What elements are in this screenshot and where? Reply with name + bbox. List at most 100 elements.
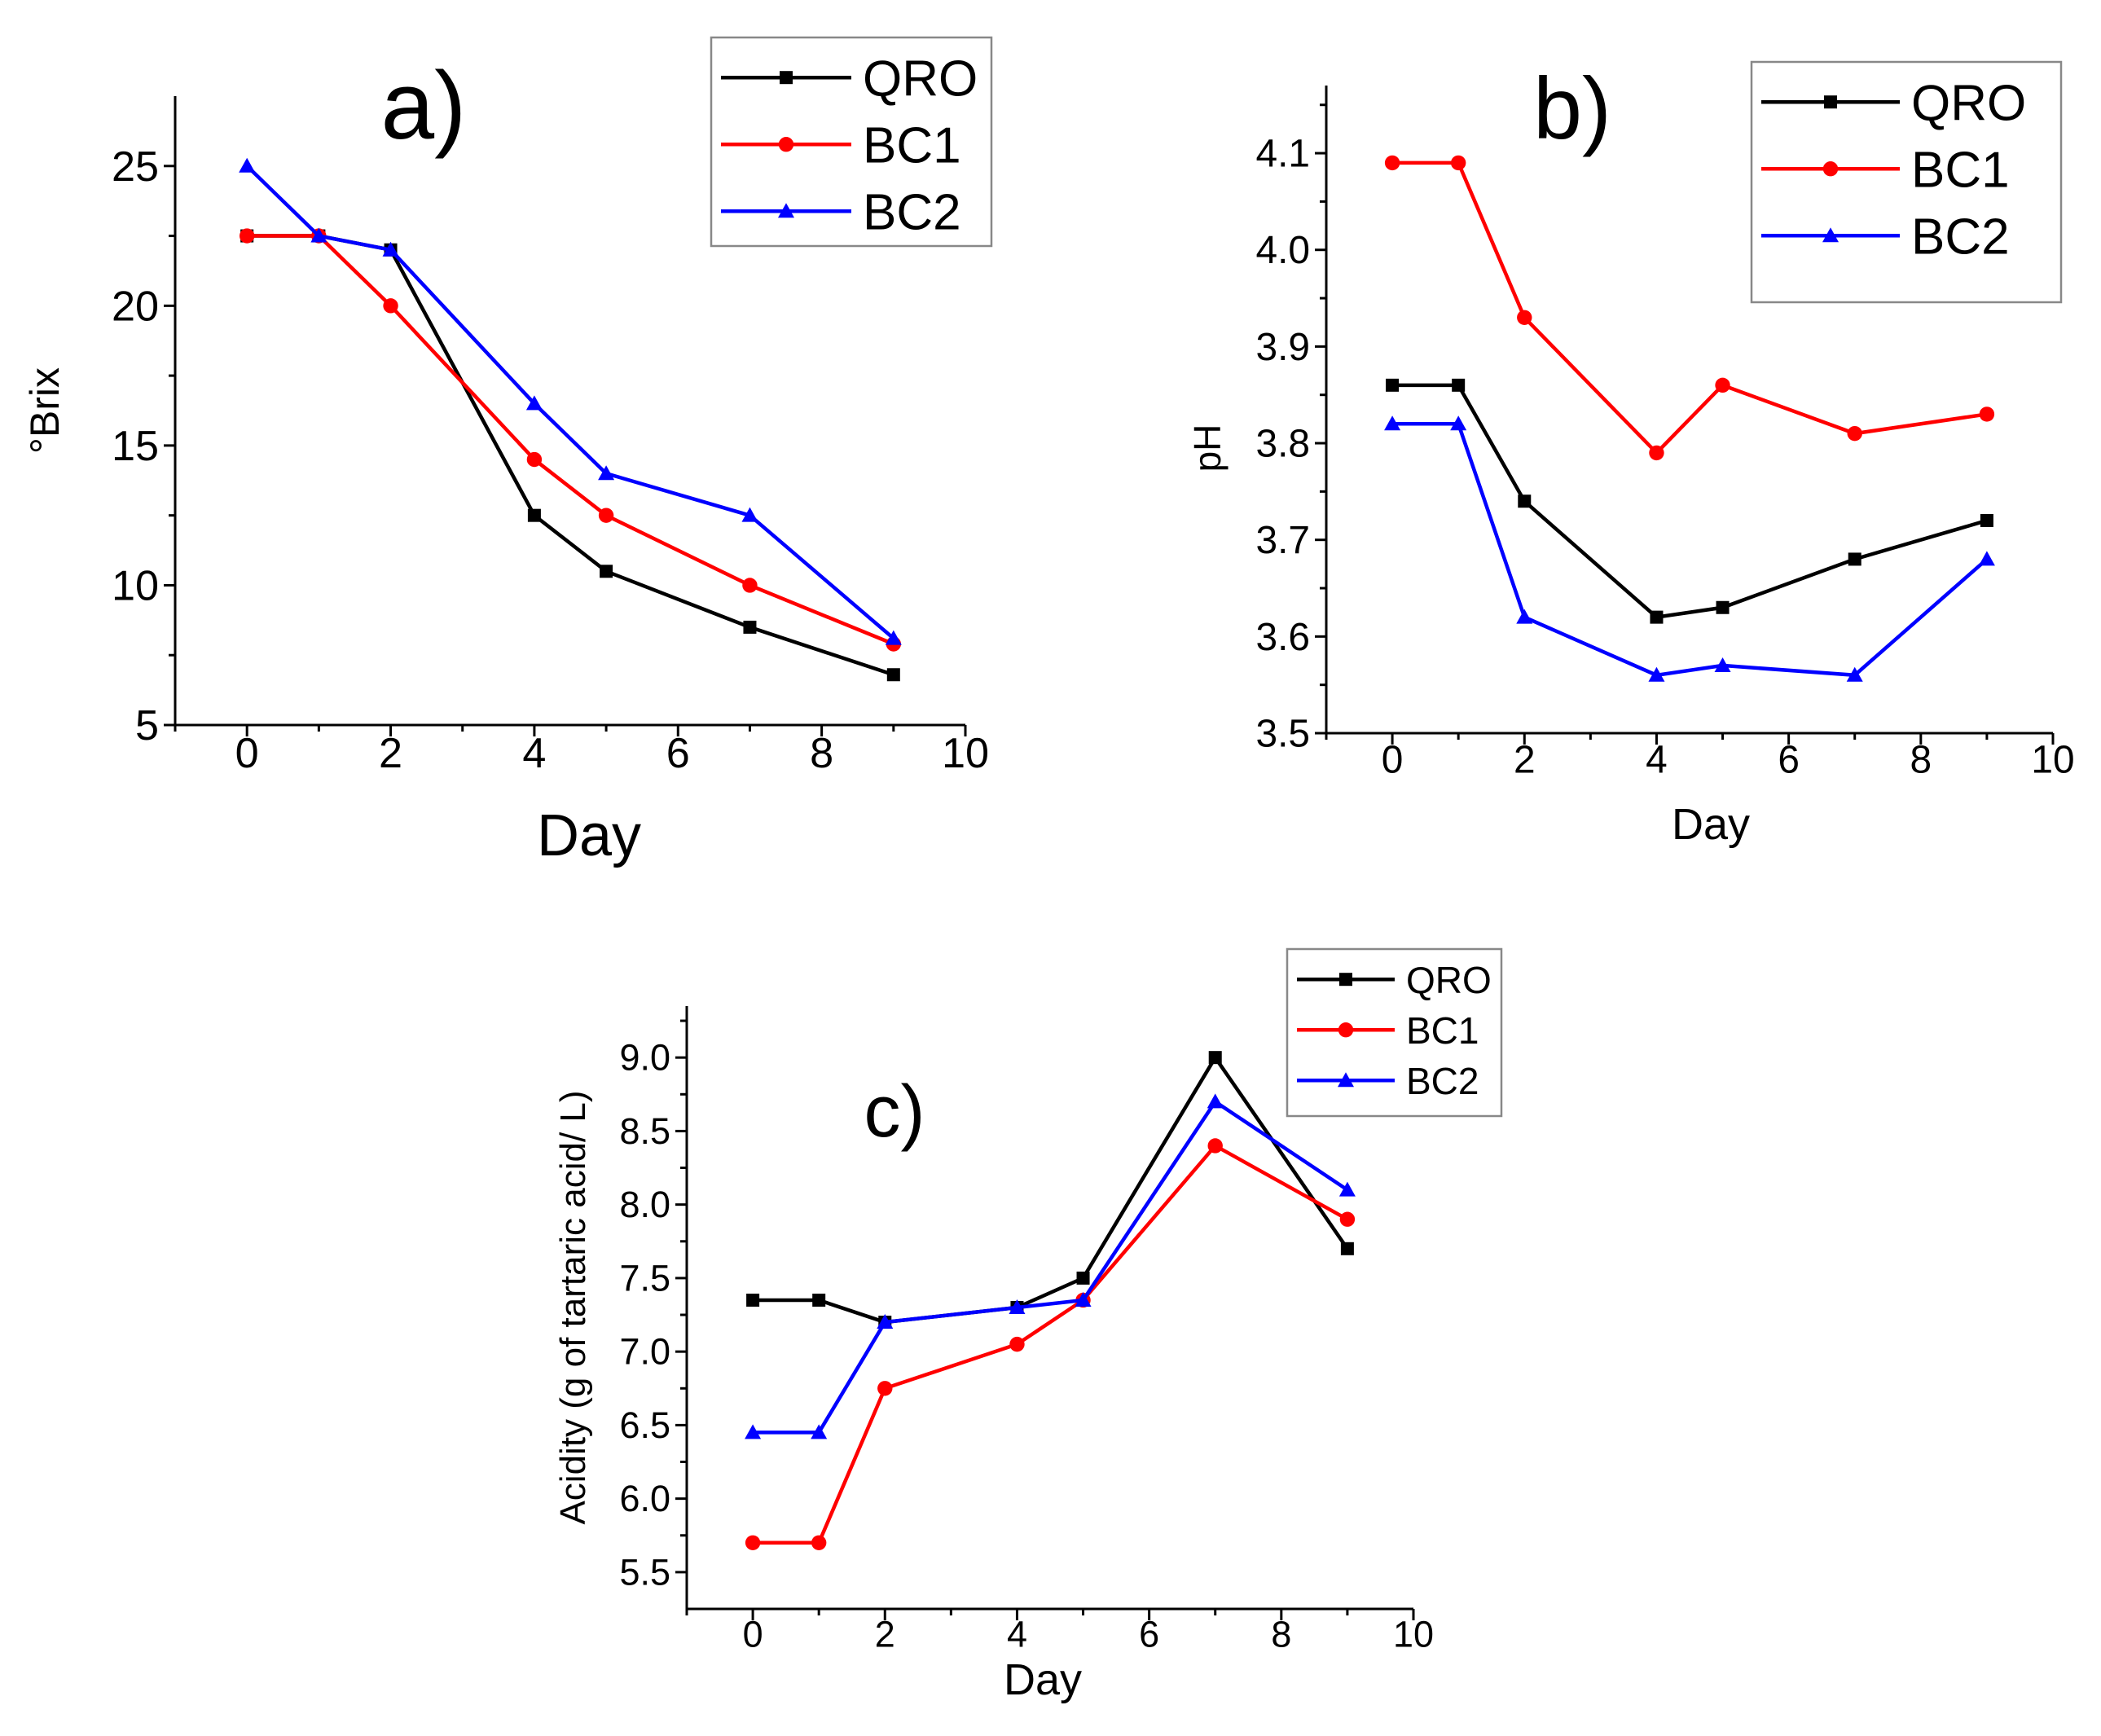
y-tick-label: 6.5 xyxy=(620,1404,670,1446)
data-point-qro xyxy=(886,668,900,682)
data-point-bc1 xyxy=(1715,377,1730,393)
x-tick-label: 6 xyxy=(1139,1614,1159,1655)
y-tick-label: 4.0 xyxy=(1255,229,1310,272)
x-tick-label: 10 xyxy=(942,730,989,777)
data-point-qro xyxy=(1340,1242,1354,1255)
x-tick-label: 8 xyxy=(1910,739,1932,782)
data-point-qro xyxy=(1650,610,1664,624)
legend-label-bc1: BC1 xyxy=(863,118,961,174)
data-point-bc1 xyxy=(526,451,543,468)
legend-marker-qro xyxy=(1339,973,1352,987)
data-point-bc1 xyxy=(1384,155,1400,171)
y-tick-label: 7.0 xyxy=(620,1331,670,1373)
y-tick-label: 3.9 xyxy=(1255,326,1310,369)
y-tick-label: 15 xyxy=(112,423,159,470)
series-line-bc1 xyxy=(753,1143,1349,1545)
x-axis-title: Day xyxy=(537,803,641,868)
data-point-bc2 xyxy=(811,1424,828,1439)
series-line-qro xyxy=(753,1054,1349,1325)
legend-marker-bc1 xyxy=(1822,161,1839,177)
data-point-qro xyxy=(1980,513,1993,527)
y-tick-label: 9.0 xyxy=(620,1037,670,1079)
data-point-bc2 xyxy=(1450,415,1467,431)
x-tick-label: 0 xyxy=(1382,739,1404,782)
data-point-bc2 xyxy=(1714,657,1731,672)
data-point-qro xyxy=(1386,378,1400,392)
data-point-qro xyxy=(743,620,757,634)
y-tick-label: 3.8 xyxy=(1255,423,1310,466)
data-point-bc2 xyxy=(741,507,758,522)
data-point-bc2 xyxy=(382,241,399,257)
data-point-bc1 xyxy=(811,1535,827,1550)
legend-box xyxy=(1286,947,1503,1118)
legend-marker-bc1 xyxy=(1338,1022,1354,1038)
data-point-bc2 xyxy=(885,630,902,645)
x-tick-label: 6 xyxy=(666,730,690,777)
data-point-bc1 xyxy=(745,1535,761,1550)
data-point-qro xyxy=(746,1293,760,1307)
legend-label-bc1: BC1 xyxy=(1406,1009,1479,1052)
data-point-bc1 xyxy=(598,508,614,523)
data-point-bc1 xyxy=(1207,1138,1223,1154)
chart-panel-a-brix: 0 2 4 6 8 10 5 10 15 20 25 a) Day °Brix QRO BC1 BC2 xyxy=(22,36,993,868)
data-point-bc1 xyxy=(1009,1336,1025,1352)
y-tick-label: 3.7 xyxy=(1255,519,1310,562)
x-tick-label: 4 xyxy=(1007,1614,1027,1655)
x-axis-title: Day xyxy=(1004,1655,1082,1704)
data-point-bc2 xyxy=(1978,551,1995,566)
data-point-qro xyxy=(1848,552,1861,566)
data-point-bc2 xyxy=(1009,1299,1026,1314)
legend-label-bc1: BC1 xyxy=(1911,143,2010,199)
x-tick-label: 2 xyxy=(875,1614,895,1655)
data-point-bc2 xyxy=(877,1314,894,1329)
y-tick-label: 20 xyxy=(112,283,159,330)
x-tick-label: 2 xyxy=(379,730,402,777)
x-tick-label: 6 xyxy=(1778,739,1800,782)
legend-label-qro: QRO xyxy=(863,51,978,108)
data-point-bc2 xyxy=(310,227,327,243)
legend-marker-bc2 xyxy=(778,203,794,218)
data-point-bc2 xyxy=(1338,1181,1356,1197)
data-point-bc1 xyxy=(239,228,255,244)
legend-label-bc2: BC2 xyxy=(863,185,961,241)
legend: QRO BC1 BC2 xyxy=(1286,947,1503,1118)
data-point-bc2 xyxy=(239,157,256,173)
data-point-bc1 xyxy=(1649,445,1664,461)
data-point-qro xyxy=(527,508,541,522)
data-point-bc2 xyxy=(1384,415,1401,431)
data-point-bc1 xyxy=(1979,407,1995,422)
x-tick-label: 0 xyxy=(743,1614,763,1655)
x-axis-title: Day xyxy=(1672,800,1750,849)
series-line-qro xyxy=(247,234,894,677)
legend-marker-bc2 xyxy=(1338,1072,1354,1088)
y-tick-label: 5.5 xyxy=(620,1551,670,1593)
y-tick-label: 3.6 xyxy=(1255,616,1310,659)
panel-label: c) xyxy=(864,1071,925,1153)
x-tick-label: 8 xyxy=(1271,1614,1291,1655)
y-tick-label: 8.5 xyxy=(620,1110,670,1152)
data-point-bc2 xyxy=(1207,1093,1224,1109)
legend-marker-bc2 xyxy=(1822,227,1839,243)
x-tick-label: 2 xyxy=(1514,739,1536,782)
panel-label: b) xyxy=(1533,59,1611,157)
legend-marker-qro xyxy=(1824,95,1837,109)
y-tick-label: 3.5 xyxy=(1255,713,1310,756)
data-point-qro xyxy=(600,565,613,578)
data-point-qro xyxy=(1518,494,1532,508)
y-axis-title: °Brix xyxy=(22,367,68,454)
data-point-bc1 xyxy=(742,578,758,593)
legend-label-qro: QRO xyxy=(1406,959,1492,1001)
y-axis-title: Acidity (g of tartaric acid/ L) xyxy=(553,1090,593,1524)
series-line-bc2 xyxy=(753,1099,1349,1435)
legend-label-bc2: BC2 xyxy=(1911,209,2010,266)
y-tick-label: 4.1 xyxy=(1255,133,1310,176)
data-point-qro xyxy=(1076,1271,1090,1285)
legend-marker-qro xyxy=(780,71,793,85)
y-axis-title: pH xyxy=(1186,424,1229,472)
y-tick-label: 8.0 xyxy=(620,1184,670,1225)
data-point-qro xyxy=(1452,378,1466,392)
data-point-bc1 xyxy=(1450,155,1466,171)
data-point-bc2 xyxy=(1648,666,1665,682)
data-point-qro xyxy=(812,1293,826,1307)
